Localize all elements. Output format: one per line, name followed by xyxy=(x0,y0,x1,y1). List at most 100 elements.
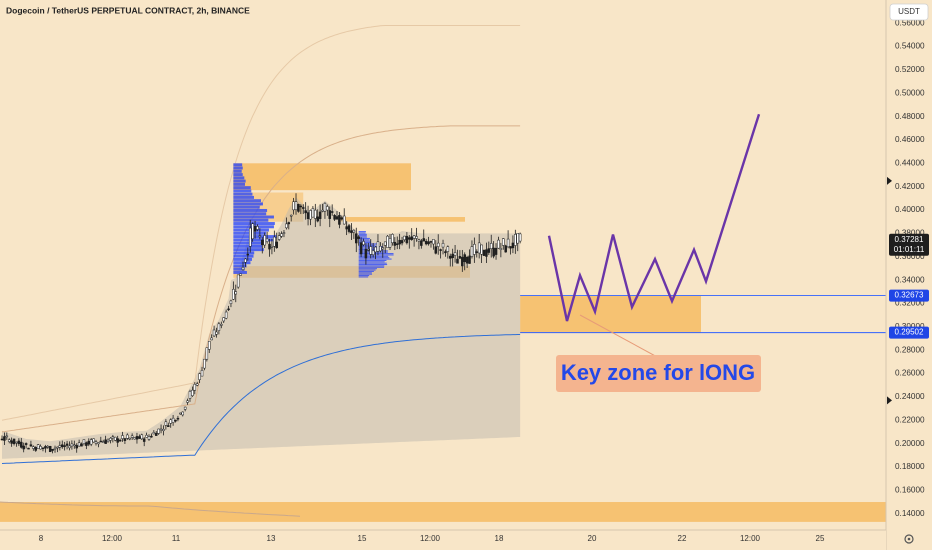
profile-bar xyxy=(358,253,394,255)
profile-bar xyxy=(233,261,251,265)
candle xyxy=(504,244,507,253)
candle xyxy=(89,438,93,447)
candle xyxy=(48,445,52,453)
candle xyxy=(75,443,78,453)
candle xyxy=(24,442,28,449)
profile-bar xyxy=(233,195,254,199)
candle-body xyxy=(314,209,317,219)
candle-body xyxy=(210,337,213,341)
candle xyxy=(61,440,64,449)
candle-body xyxy=(420,240,423,246)
candle-body xyxy=(367,249,370,251)
candle xyxy=(164,419,168,430)
candle-body xyxy=(236,274,240,288)
candle-body xyxy=(229,300,233,304)
candle xyxy=(157,428,160,435)
candle xyxy=(383,241,387,254)
profile-bar xyxy=(358,242,372,244)
candle-body xyxy=(183,406,187,410)
candle-body xyxy=(321,209,324,212)
candle-body xyxy=(333,215,336,220)
candle-body xyxy=(140,434,144,440)
currency-label: USDT xyxy=(898,7,920,16)
candle xyxy=(439,248,442,259)
candle xyxy=(232,281,235,301)
candle xyxy=(12,438,16,446)
candle-body xyxy=(53,447,57,450)
candle-body xyxy=(251,223,254,240)
candle xyxy=(408,235,411,249)
candle-body xyxy=(388,238,392,248)
candle-body xyxy=(63,445,66,447)
candle xyxy=(338,212,341,229)
candle xyxy=(39,444,42,450)
candle-body xyxy=(41,447,45,450)
candle xyxy=(10,437,13,447)
candle xyxy=(41,447,45,452)
candle xyxy=(150,433,153,438)
candle xyxy=(342,208,346,225)
candle-body xyxy=(227,308,230,311)
candle xyxy=(470,240,474,259)
candle xyxy=(381,243,385,258)
profile-bar xyxy=(358,266,385,268)
candle-body xyxy=(436,242,440,247)
candle xyxy=(297,203,300,213)
candle xyxy=(220,321,223,329)
profile-bar xyxy=(233,264,247,268)
candle-body xyxy=(256,226,259,230)
candle xyxy=(309,209,312,226)
axis-marker-icon xyxy=(887,396,892,405)
candle-body xyxy=(335,216,339,220)
candle xyxy=(412,235,416,247)
candle-body xyxy=(482,250,486,256)
profile-bar xyxy=(233,163,243,167)
candle xyxy=(7,438,11,444)
candle xyxy=(203,358,206,371)
candle-body xyxy=(318,211,322,219)
candle xyxy=(171,414,175,426)
time-tick-label: 20 xyxy=(588,534,597,543)
candle xyxy=(509,246,512,255)
candle xyxy=(147,434,151,441)
profile-bar xyxy=(233,173,243,177)
candle-body xyxy=(304,210,307,214)
candle xyxy=(210,334,213,341)
candle xyxy=(27,447,30,450)
candle-body xyxy=(159,428,163,431)
candle-body xyxy=(215,331,218,335)
candle xyxy=(461,249,464,272)
candle-body xyxy=(297,204,300,212)
price-tick-label: 0.20000 xyxy=(895,439,925,448)
candle-body xyxy=(118,439,122,442)
candle-body xyxy=(395,243,399,245)
candle-body xyxy=(176,417,180,420)
candle-body xyxy=(475,251,479,253)
candle xyxy=(208,341,211,354)
currency-box[interactable] xyxy=(889,3,929,21)
candle xyxy=(393,237,397,251)
candle-body xyxy=(456,258,459,264)
candle xyxy=(436,234,440,255)
gear-icon[interactable] xyxy=(904,534,914,544)
candle xyxy=(427,236,430,246)
candle-body xyxy=(75,445,78,449)
candle-body xyxy=(27,447,30,450)
candle xyxy=(282,229,286,238)
callout-box[interactable] xyxy=(556,355,761,392)
candle-body xyxy=(364,248,368,259)
candle xyxy=(234,284,238,303)
candle xyxy=(316,209,319,223)
candle xyxy=(85,441,88,450)
price-tick-label: 0.36000 xyxy=(895,252,925,261)
candle-body xyxy=(208,341,211,350)
candle-body xyxy=(32,446,35,449)
profile-bar xyxy=(358,262,387,264)
candle xyxy=(311,206,315,218)
candle-body xyxy=(220,324,223,326)
profile-bar xyxy=(358,257,390,259)
candle-body xyxy=(340,217,344,220)
candle-body xyxy=(362,241,365,245)
candle xyxy=(188,389,192,402)
